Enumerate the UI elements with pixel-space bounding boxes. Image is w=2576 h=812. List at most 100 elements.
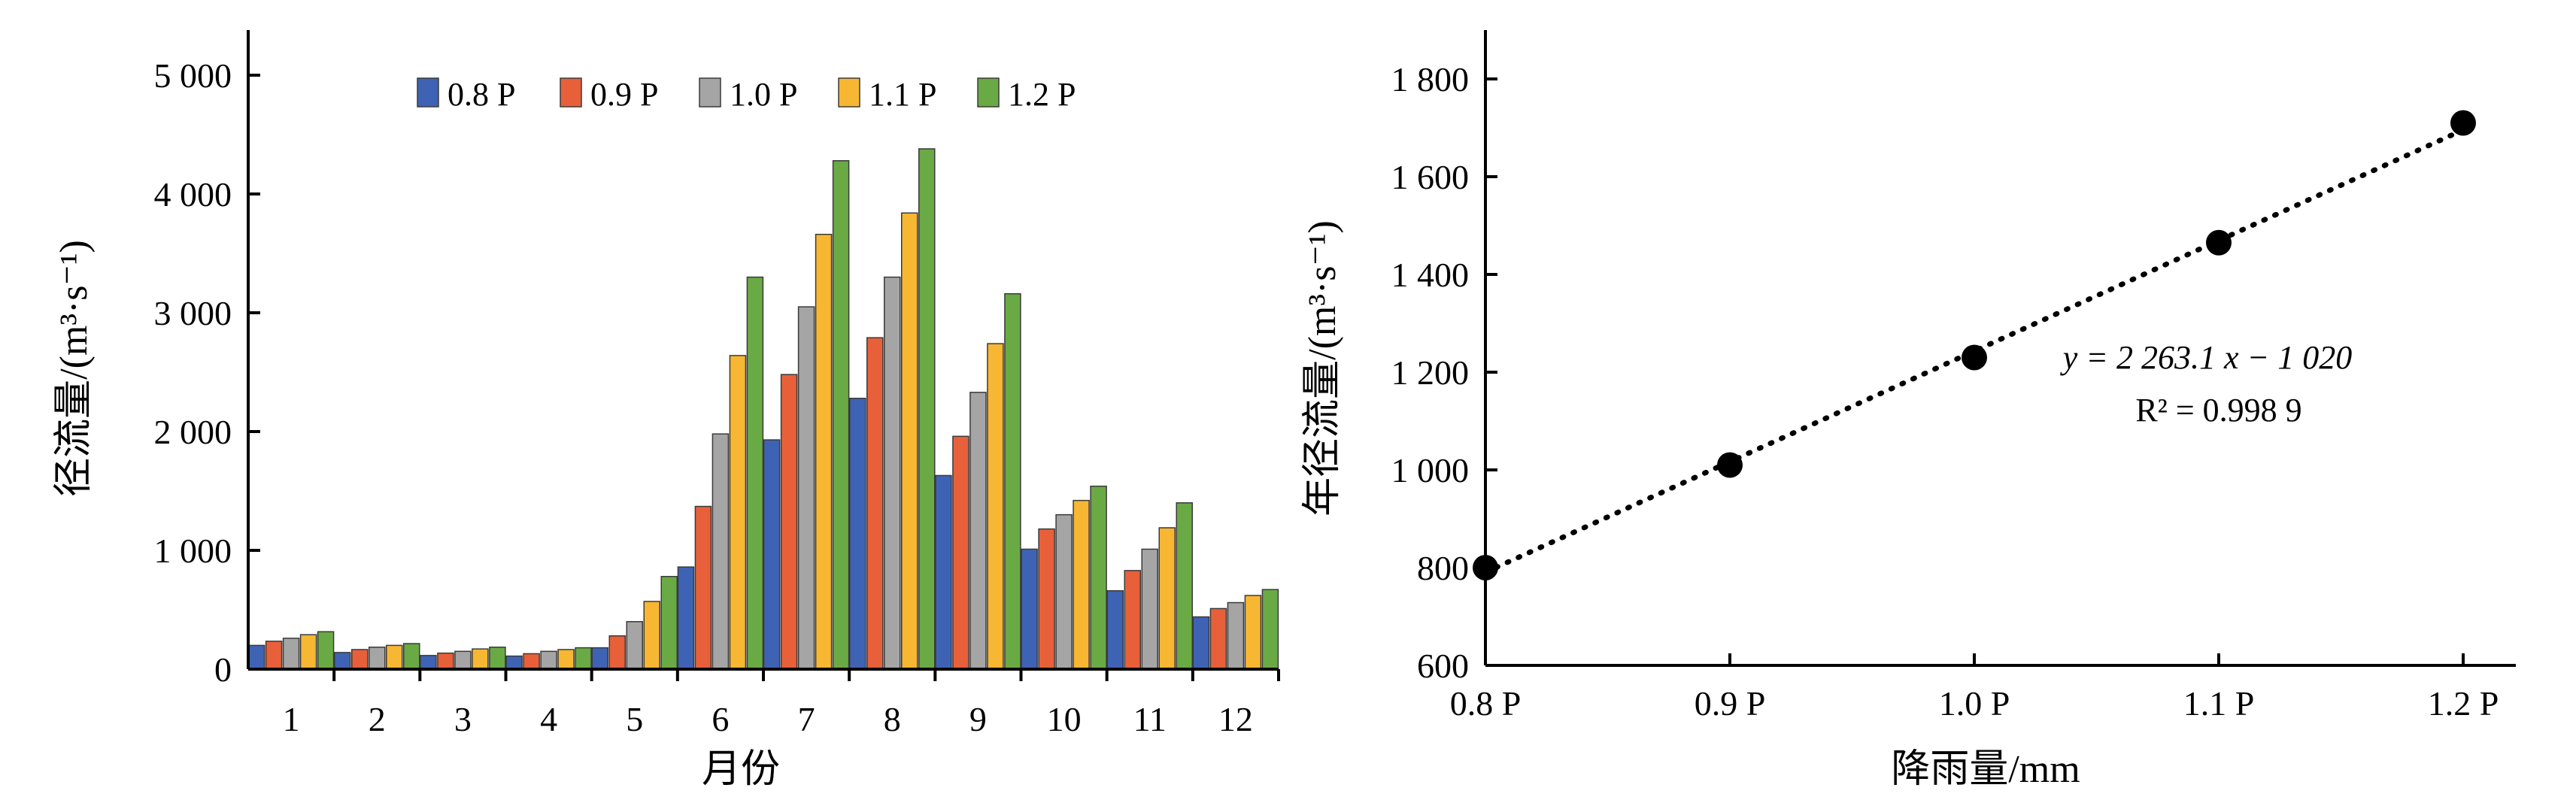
- bar-0_9P-month-8: [866, 337, 884, 670]
- scatter-x-tick-label: 1.2 P: [2428, 684, 2499, 723]
- scatter-y-ticks: 600 800 1 000 1 200 1 400 1 600 1 800: [1391, 60, 1497, 685]
- scatter-x-tick-label: 0.8 P: [1450, 684, 1522, 723]
- scatter-x-tick-label: 1.0 P: [1939, 684, 2010, 723]
- bar-1_0P-month-11: [1141, 548, 1158, 670]
- bar-x-tick-label: 11: [1133, 700, 1167, 738]
- bar-1_0P-month-4: [540, 650, 557, 670]
- legend-swatch: [977, 77, 1000, 108]
- scatter-points: [1473, 110, 2476, 580]
- scatter-y-tick-label: 1 400: [1391, 256, 1470, 294]
- bar-1_0P-month-10: [1055, 514, 1073, 670]
- scatter-point-1_0P: [1962, 344, 1987, 371]
- bar-plot-area: [247, 148, 1279, 670]
- legend-label: 1.1 P: [869, 76, 936, 113]
- bar-0_8P-month-4: [505, 655, 523, 670]
- bar-x-tick-label: 6: [712, 700, 729, 738]
- bar-0_9P-month-6: [694, 505, 712, 670]
- bar-1_2P-month-7: [832, 160, 850, 670]
- bar-0_8P-month-7: [763, 439, 781, 670]
- legend-label: 1.0 P: [730, 76, 797, 113]
- bar-1_1P-month-10: [1073, 499, 1090, 670]
- bar-x-tick-label: 5: [626, 700, 643, 738]
- scatter-point-1_1P: [2206, 229, 2232, 256]
- bar-x-tick-label: 12: [1218, 700, 1253, 738]
- bar-1_2P-month-5: [660, 576, 678, 670]
- annual-runoff-scatter-chart: 600 800 1 000 1 200 1 400 1 600 1 800 0.8 P 0.9…: [1301, 30, 2516, 791]
- scatter-trendline: [1482, 127, 2466, 575]
- legend-swatch: [417, 77, 439, 108]
- bar-0_8P-month-1: [247, 644, 265, 670]
- bar-1_1P-month-12: [1244, 595, 1262, 670]
- bar-0_9P-month-10: [1038, 528, 1055, 670]
- bar-1_0P-month-3: [454, 650, 472, 670]
- bar-1_2P-month-8: [918, 148, 936, 670]
- bar-0_8P-month-9: [935, 474, 952, 670]
- scatter-y-tick-label: 600: [1417, 647, 1469, 685]
- r-squared-label: R² = 0.998 9: [2135, 392, 2301, 429]
- bar-0_8P-month-11: [1106, 589, 1124, 670]
- bar-0_9P-month-9: [952, 435, 969, 670]
- bar-x-tick-label: 10: [1047, 700, 1082, 738]
- scatter-y-axis-title: 年径流量/(m³·s⁻¹): [1301, 220, 1344, 517]
- scatter-y-tick-label: 1 000: [1391, 451, 1470, 489]
- bar-y-tick-label: 4 000: [154, 175, 232, 214]
- scatter-y-tick-label: 1 200: [1391, 353, 1470, 392]
- bar-0_8P-month-6: [677, 566, 695, 670]
- scatter-y-tick-label: 1 800: [1391, 60, 1470, 98]
- bar-1_2P-month-2: [403, 643, 420, 670]
- bar-0_8P-month-3: [420, 655, 437, 670]
- scatter-x-ticks: 0.8 P 0.9 P 1.0 P 1.1 P 1.2 P: [1450, 653, 2499, 723]
- scatter-x-tick-label: 0.9 P: [1695, 684, 1766, 723]
- bar-y-tick-label: 3 000: [154, 294, 232, 332]
- bar-1_2P-month-9: [1004, 292, 1021, 670]
- bar-0_8P-month-8: [849, 398, 866, 670]
- bar-0_9P-month-1: [265, 641, 283, 670]
- legend-label: 1.2 P: [1008, 76, 1076, 113]
- bar-0_8P-month-10: [1021, 548, 1038, 670]
- scatter-y-tick-label: 1 600: [1391, 158, 1470, 196]
- bar-1_1P-month-3: [472, 648, 489, 670]
- bar-1_0P-month-12: [1227, 601, 1245, 670]
- bar-1_1P-month-9: [987, 343, 1004, 670]
- bar-1_2P-month-6: [746, 276, 764, 670]
- bar-1_0P-month-7: [797, 306, 815, 670]
- scatter-y-tick-label: 800: [1417, 549, 1469, 587]
- bar-y-tick-label: 2 000: [154, 413, 232, 451]
- bar-1_2P-month-12: [1261, 589, 1279, 670]
- bar-0_9P-month-11: [1124, 570, 1141, 670]
- bar-0_9P-month-2: [351, 649, 369, 670]
- bar-1_0P-month-1: [282, 638, 300, 670]
- legend-swatch: [838, 77, 860, 108]
- bar-1_2P-month-11: [1176, 502, 1193, 670]
- bar-1_1P-month-5: [643, 601, 660, 670]
- bar-x-tick-label: 7: [798, 700, 815, 738]
- bar-x-tick-label: 1: [283, 700, 300, 738]
- bar-1_0P-month-8: [884, 276, 901, 670]
- bar-legend: 0.8 P 0.9 P 1.0 P 1.1 P 1.2 P: [417, 76, 1076, 113]
- bar-0_9P-month-7: [780, 374, 798, 670]
- legend-label: 0.9 P: [590, 76, 658, 113]
- bar-0_8P-month-12: [1192, 616, 1210, 670]
- bar-0_8P-month-2: [334, 652, 351, 670]
- bar-1_0P-month-5: [626, 621, 643, 670]
- bar-0_9P-month-4: [523, 653, 540, 670]
- bar-x-tick-label: 2: [369, 700, 386, 738]
- bar-1_2P-month-4: [575, 647, 592, 670]
- bar-1_1P-month-2: [386, 644, 403, 670]
- scatter-x-axis-title: 降雨量/mm: [1891, 748, 2080, 791]
- scatter-point-0_9P: [1717, 452, 1743, 478]
- bar-y-ticks: 0 1 000 2 000 3 000 4 000 5 000: [154, 56, 260, 689]
- bar-y-axis-title: 径流量/(m³·s⁻¹): [53, 240, 96, 497]
- bar-x-tick-label: 8: [884, 700, 901, 738]
- bar-0_9P-month-5: [608, 635, 626, 670]
- bar-1_0P-month-6: [712, 433, 730, 670]
- scatter-point-1_2P: [2450, 110, 2476, 136]
- bar-1_1P-month-1: [299, 634, 317, 670]
- bar-x-ticks: 1 2 3 4 5 6 7 8 9 10 11 12: [283, 669, 1280, 738]
- bar-1_1P-month-11: [1158, 527, 1176, 670]
- bar-1_2P-month-1: [317, 631, 335, 670]
- bar-1_0P-month-2: [369, 647, 386, 670]
- bar-0_8P-month-5: [591, 647, 608, 670]
- bar-1_1P-month-8: [901, 212, 918, 670]
